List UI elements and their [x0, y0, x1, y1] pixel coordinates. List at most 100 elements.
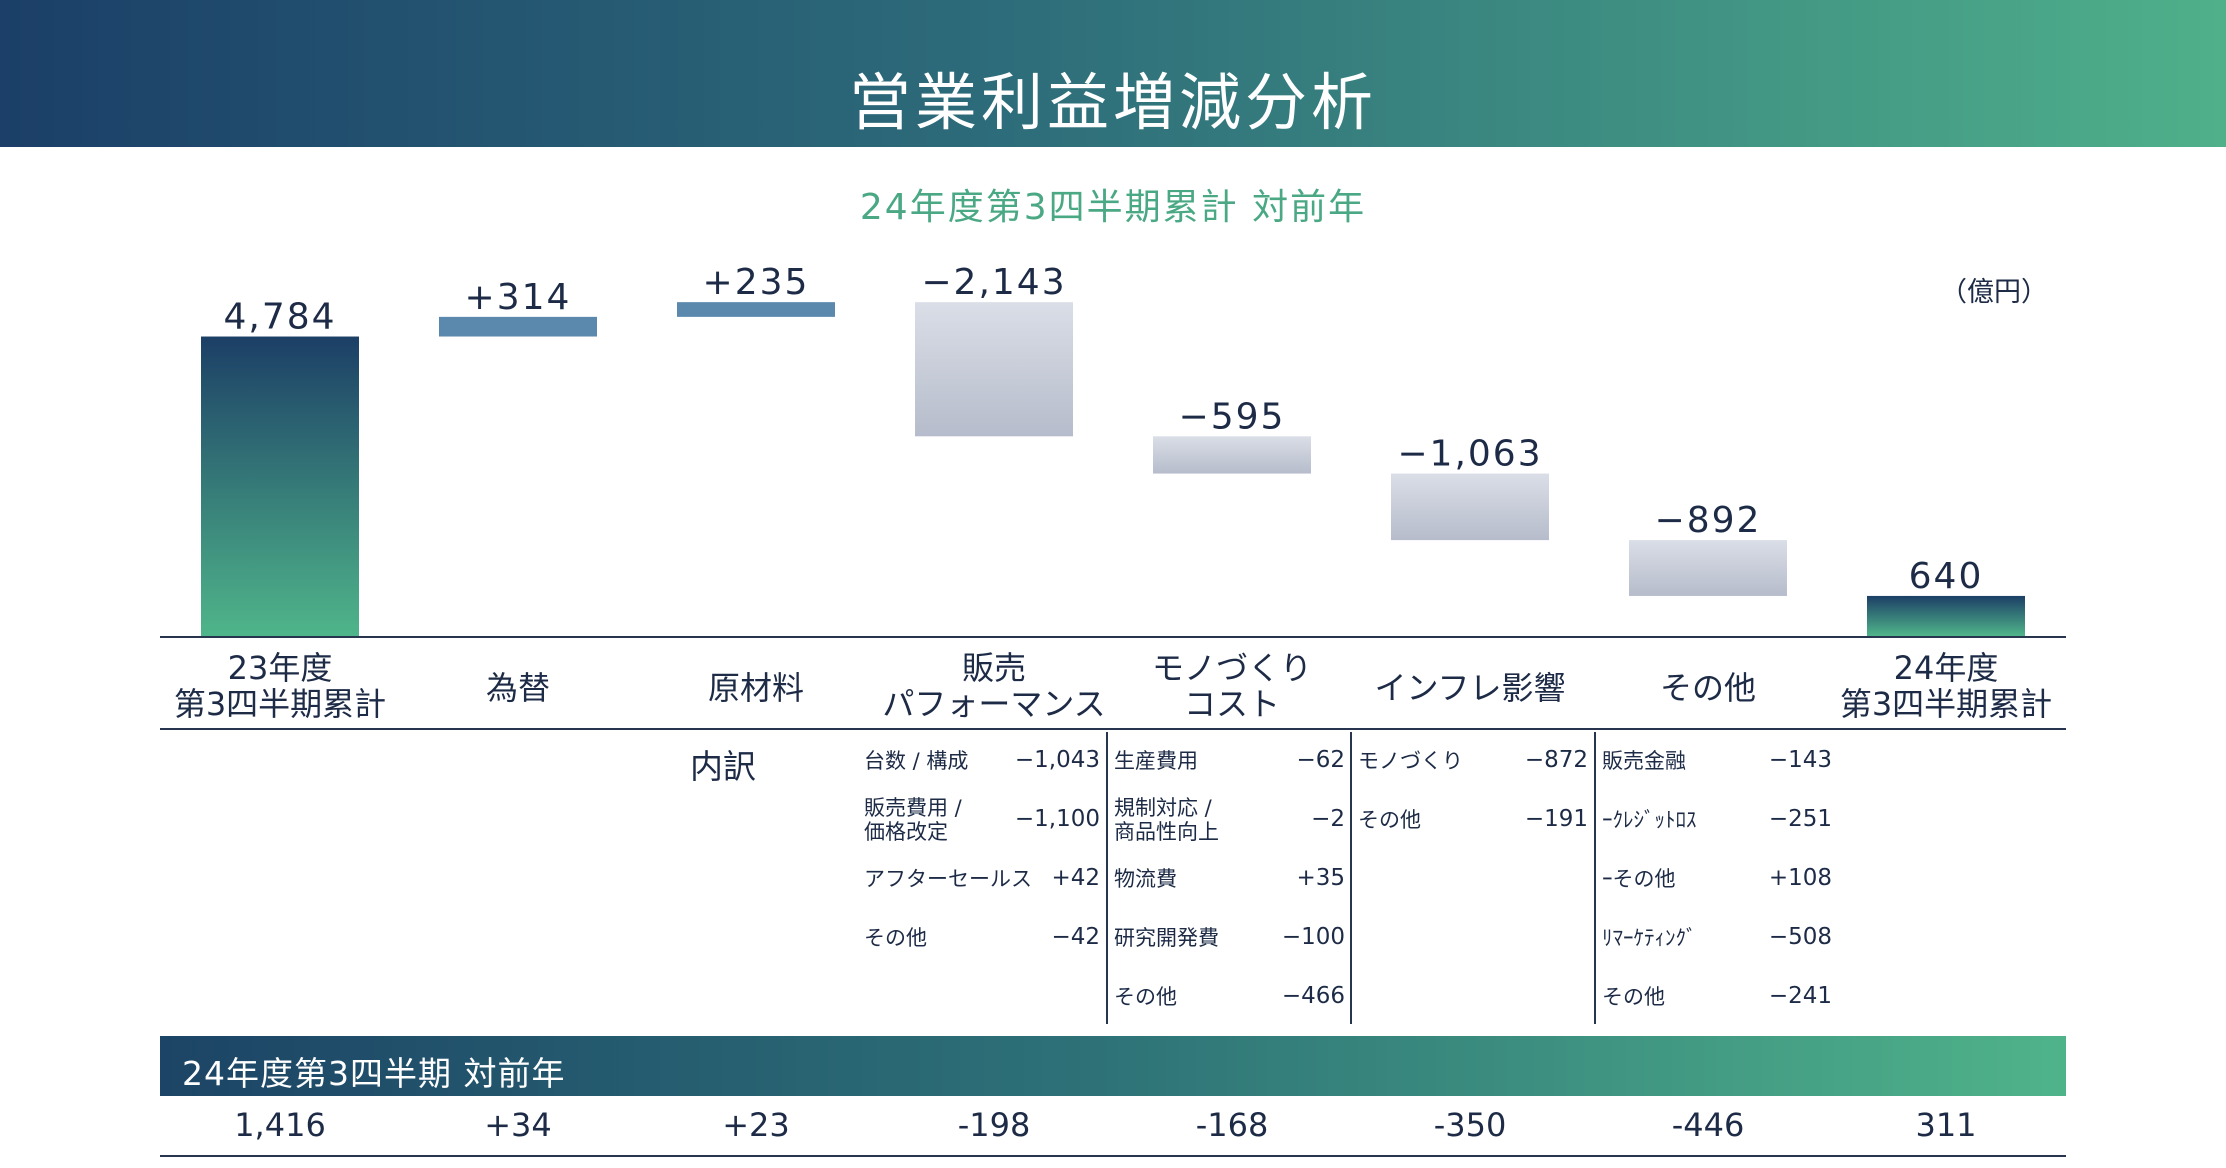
breakdown-item-line: ｰその他	[1602, 867, 1676, 891]
breakdown-item-line: 規制対応 /	[1114, 796, 1212, 820]
breakdown-item-value: −1,100	[1014, 806, 1100, 832]
category-line: 第3四半期累計	[173, 685, 387, 723]
category-line: その他	[1659, 669, 1756, 707]
category-line: 第3四半期累計	[1839, 685, 2053, 723]
unit-label: （億円）	[1940, 277, 2048, 308]
breakdown-item-value: −62	[1296, 747, 1345, 773]
breakdown-item-line: ﾘﾏｰｹﾃｨﾝｸﾞ	[1602, 926, 1697, 950]
breakdown-item-value: +42	[1051, 865, 1100, 891]
quarter-value-1: +34	[484, 1106, 552, 1144]
breakdown-item-value: −2	[1311, 806, 1345, 832]
breakdown-item-value: −1,043	[1014, 747, 1100, 773]
breakdown-item-value: +35	[1296, 865, 1345, 891]
quarter-value-2: +23	[722, 1106, 790, 1144]
category-label-3: 販売 パフォーマンス	[875, 650, 1113, 722]
category-label-1: 為替	[399, 670, 637, 706]
waterfall-chart: 4,784 +314 +235 −2,143 −595 −1,063 −892 640	[201, 262, 2025, 636]
breakdown-item-name: アフターセールス	[864, 867, 1032, 891]
bar-0	[201, 336, 359, 636]
breakdown-item-name: 生産費用	[1114, 749, 1198, 773]
breakdown-item-value: −241	[1768, 983, 1832, 1009]
breakdown-item-name: 物流費	[1114, 867, 1177, 891]
breakdown-item-name: 販売費用 / 価格改定	[864, 796, 962, 844]
breakdown-item-name: ｰその他	[1602, 867, 1676, 891]
breakdown-item-name: 規制対応 / 商品性向上	[1114, 796, 1219, 844]
breakdown-label: 内訳	[690, 747, 756, 786]
header-banner: 営業利益増減分析	[0, 0, 2226, 147]
breakdown-item-line: その他	[864, 926, 927, 950]
category-line: 為替	[485, 669, 550, 707]
breakdown-item-line: ｰｸﾚｼﾞｯﾄﾛｽ	[1602, 808, 1697, 832]
breakdown-item-line: 台数 / 構成	[864, 749, 969, 773]
category-line: モノづくり	[1151, 649, 1312, 687]
quarter-value-3: -198	[957, 1106, 1031, 1144]
quarter-value-4: -168	[1195, 1106, 1269, 1144]
breakdown-item-name: 販売金融	[1602, 749, 1686, 773]
category-label-5: インフレ影響	[1351, 670, 1589, 706]
breakdown-item-name: その他	[1114, 985, 1177, 1009]
breakdown-item-line: その他	[1358, 808, 1421, 832]
breakdown-item-name: ｰｸﾚｼﾞｯﾄﾛｽ	[1602, 808, 1697, 832]
category-line: 23年度	[227, 649, 333, 687]
breakdown-item-line: 研究開発費	[1114, 926, 1219, 950]
category-line: 24年度	[1893, 649, 1999, 687]
category-label-6: その他	[1589, 670, 1827, 706]
bar-5	[1391, 473, 1549, 541]
breakdown-item-line: その他	[1114, 985, 1177, 1009]
breakdown-item-line: 価格改定	[864, 820, 948, 844]
data-label-7: 640	[1909, 556, 1984, 597]
breakdown-item-name: その他	[864, 926, 927, 950]
quarter-value-7: 311	[1915, 1106, 1977, 1144]
quarter-bottom-line	[160, 1155, 2066, 1157]
breakdown-item-line: 物流費	[1114, 867, 1177, 891]
breakdown-item-name: 台数 / 構成	[864, 749, 968, 773]
breakdown-divider-1	[1106, 732, 1108, 1024]
category-line: インフレ影響	[1374, 669, 1566, 707]
category-line: 原材料	[707, 669, 804, 707]
quarter-label: 24年度第3四半期 対前年	[182, 1054, 566, 1093]
breakdown-item-line: 生産費用	[1114, 749, 1198, 773]
breakdown-item-value: −251	[1768, 806, 1832, 832]
breakdown-item-value: −508	[1768, 924, 1832, 950]
category-line: 販売	[961, 649, 1026, 687]
category-line: パフォーマンス	[882, 685, 1106, 723]
quarter-value-0: 1,416	[234, 1106, 326, 1144]
bar-1	[439, 316, 597, 337]
breakdown-item-value: −872	[1524, 747, 1588, 773]
breakdown-item-value: +108	[1768, 865, 1832, 891]
bar-4	[1153, 436, 1311, 474]
data-label-0: 4,784	[223, 297, 336, 338]
category-line: コスト	[1183, 685, 1280, 723]
category-divider	[160, 728, 2066, 730]
data-label-2: +235	[703, 262, 810, 303]
page-title: 営業利益増減分析	[848, 66, 1377, 139]
breakdown-item-value: −42	[1051, 924, 1100, 950]
breakdown-item-line: 販売費用 /	[864, 796, 962, 820]
data-label-4: −595	[1179, 396, 1286, 437]
quarter-bar: 24年度第3四半期 対前年	[160, 1036, 2066, 1096]
breakdown-item-value: −100	[1281, 924, 1345, 950]
category-label-4: モノづくり コスト	[1113, 650, 1351, 722]
quarter-value-5: -350	[1433, 1106, 1507, 1144]
breakdown-item-name: モノづくり	[1358, 749, 1463, 773]
breakdown-item-value: −143	[1768, 747, 1832, 773]
breakdown-item-name: 研究開発費	[1114, 926, 1219, 950]
category-label-0: 23年度 第3四半期累計	[161, 650, 399, 722]
breakdown-item-name: その他	[1358, 808, 1421, 832]
data-label-1: +314	[465, 277, 572, 318]
breakdown-divider-3	[1594, 732, 1596, 1024]
data-label-6: −892	[1655, 500, 1762, 541]
breakdown-item-line: アフターセールス	[864, 867, 1032, 891]
data-label-5: −1,063	[1397, 434, 1542, 475]
bar-6	[1629, 540, 1787, 596]
chart-subtitle: 24年度第3四半期累計 対前年	[859, 187, 1367, 228]
breakdown-item-line: 販売金融	[1602, 749, 1686, 773]
breakdown-item-name: その他	[1602, 985, 1665, 1009]
bar-3	[915, 302, 1073, 437]
bar-7	[1867, 595, 2025, 636]
axis-baseline	[160, 636, 2066, 638]
breakdown-item-name: ﾘﾏｰｹﾃｨﾝｸﾞ	[1602, 926, 1697, 950]
breakdown-divider-2	[1350, 732, 1352, 1024]
quarter-value-6: -446	[1671, 1106, 1745, 1144]
category-label-7: 24年度 第3四半期累計	[1827, 650, 2065, 722]
